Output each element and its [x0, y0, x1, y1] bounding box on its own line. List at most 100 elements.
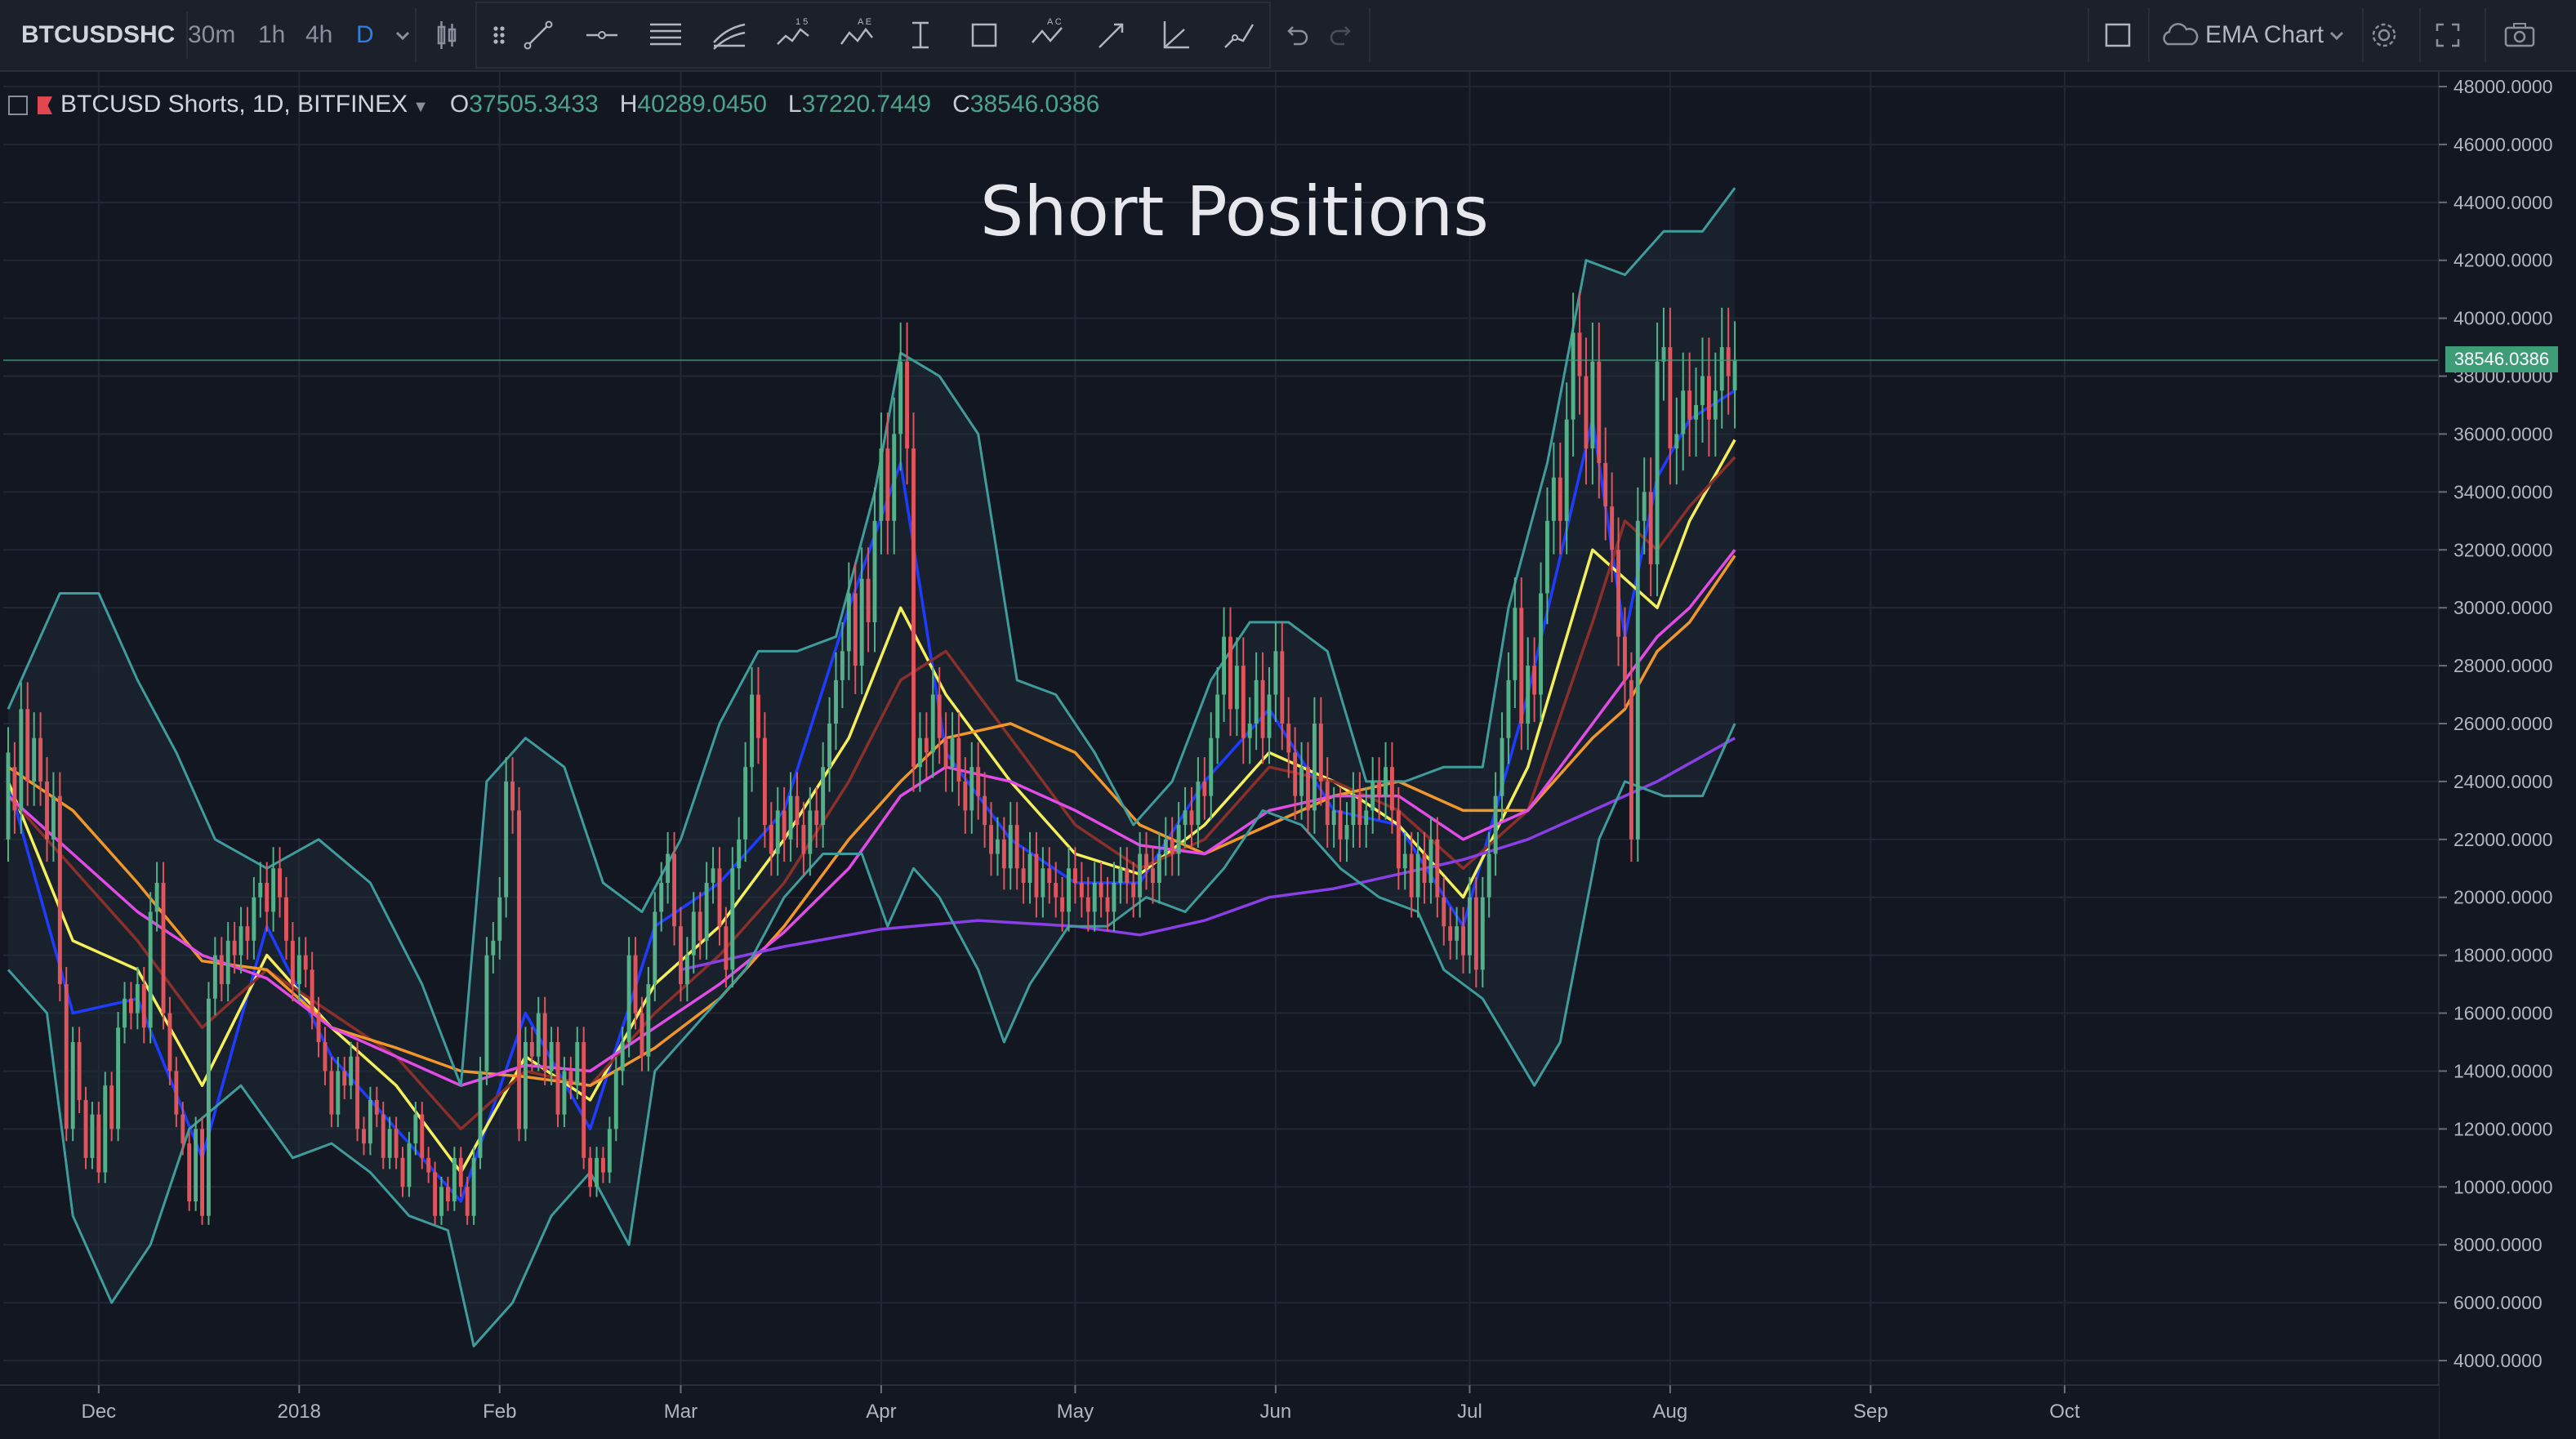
candle-body — [1668, 347, 1673, 449]
svg-text:1 5: 1 5 — [796, 17, 808, 27]
candle-body — [995, 839, 1000, 854]
save-layout-button[interactable]: EMA Chart — [2156, 13, 2324, 57]
candle-body — [1125, 868, 1130, 883]
flag-icon[interactable] — [38, 96, 52, 115]
parallel-channel-icon[interactable] — [707, 13, 751, 57]
y-tick-label: 10000.0000 — [2453, 1176, 2553, 1197]
y-tick-label: 46000.0000 — [2453, 134, 2553, 155]
fib-retracement-icon[interactable] — [644, 13, 688, 57]
settings-icon[interactable] — [2362, 13, 2406, 57]
indicator-lines — [7, 187, 1736, 1348]
candle-body — [756, 694, 760, 738]
price-chart[interactable]: 48000.0000 46000.0000 44000.0000 42000.0000… — [0, 72, 2576, 1439]
candle-body — [64, 984, 69, 1129]
candle-body — [808, 810, 813, 854]
candle-body — [1170, 839, 1174, 854]
candle-body — [1389, 767, 1394, 811]
drag-handle-icon[interactable] — [477, 13, 521, 57]
candle-body — [471, 1157, 476, 1216]
candle-body — [245, 926, 250, 941]
pattern-ae-icon[interactable]: A E — [835, 13, 879, 57]
expand-legend-icon[interactable] — [8, 96, 28, 116]
candle-body — [834, 679, 838, 724]
candle-body — [1629, 679, 1633, 840]
legend-symbol[interactable]: BTCUSD Shorts, 1D, BITFINEX — [60, 91, 408, 118]
price-axis: 48000.0000 46000.0000 44000.0000 42000.0000… — [2438, 72, 2576, 1439]
redo-icon[interactable] — [1320, 13, 1364, 57]
candle-body — [1377, 781, 1382, 796]
price-range-icon[interactable] — [898, 13, 943, 57]
candle-body — [523, 1042, 528, 1129]
chart-grid — [3, 72, 2439, 1385]
candle-body — [659, 883, 664, 912]
candle-body — [1513, 608, 1518, 680]
chevron-down-icon[interactable] — [381, 13, 425, 57]
candle-body — [704, 883, 709, 941]
candle-body — [937, 694, 942, 738]
candle-body — [180, 1114, 185, 1144]
candle-body — [1681, 390, 1686, 434]
candle-body — [782, 810, 787, 840]
candle-body — [368, 1099, 372, 1144]
candle-body — [821, 767, 826, 826]
ema-6-line — [680, 737, 1736, 972]
candle-body — [769, 825, 773, 854]
rectangle-icon[interactable] — [962, 13, 1006, 57]
candle-body — [1603, 462, 1608, 507]
candle-body — [1209, 737, 1214, 796]
symbol-search-button[interactable]: BTCUSDSHC — [10, 11, 189, 59]
interval-4h-button[interactable]: 4h — [305, 21, 333, 48]
candle-body — [1138, 853, 1143, 898]
candle-body — [1473, 897, 1478, 970]
candle-body — [905, 361, 910, 449]
layout-icon[interactable] — [2096, 13, 2140, 57]
undo-icon[interactable] — [1274, 13, 1318, 57]
candle-body — [600, 1157, 605, 1173]
path-icon[interactable] — [1217, 13, 1261, 57]
high-value: 40289.0450 — [637, 91, 767, 118]
fullscreen-icon[interactable] — [2426, 13, 2470, 57]
pattern-ac-icon[interactable]: A C — [1026, 13, 1070, 57]
candle-body — [801, 825, 806, 854]
candle-body — [452, 1157, 457, 1201]
candles-icon[interactable] — [425, 13, 469, 57]
candle-body — [116, 1027, 121, 1129]
candle-body — [989, 825, 993, 854]
y-tick-label: 20000.0000 — [2453, 887, 2553, 908]
candle-body — [1519, 608, 1524, 724]
candle-body — [1118, 868, 1123, 883]
arrow-icon[interactable] — [1090, 13, 1134, 57]
candle-body — [930, 694, 935, 753]
interval-30m-button[interactable]: 30m — [188, 21, 236, 48]
interval-d-button[interactable]: D — [356, 21, 374, 48]
chevron-down-icon[interactable] — [2315, 13, 2359, 57]
candle-body — [219, 955, 224, 985]
x-tick-label: 2018 — [278, 1401, 321, 1423]
candle-body — [413, 1114, 418, 1144]
candle-body — [238, 926, 243, 956]
angle-icon[interactable] — [1153, 13, 1197, 57]
candle-body — [284, 897, 288, 941]
pattern-15-icon[interactable]: 1 5 — [771, 13, 815, 57]
candle-body — [1422, 853, 1427, 883]
candle-body — [90, 1114, 95, 1158]
interval-1h-button[interactable]: 1h — [258, 21, 286, 48]
candle-body — [491, 940, 496, 956]
candle-body — [653, 911, 657, 985]
candle-body — [892, 434, 897, 521]
horizontal-line-icon[interactable] — [580, 13, 624, 57]
candle-body — [154, 883, 159, 912]
candle-body — [57, 795, 62, 985]
candle-body — [853, 593, 858, 666]
candle-body — [45, 781, 49, 840]
ema-5-line — [7, 549, 1736, 1087]
camera-icon[interactable] — [2498, 13, 2542, 57]
candle-body — [271, 868, 276, 912]
candle-body — [1713, 390, 1718, 420]
candle-body — [724, 926, 729, 970]
candle-body — [1014, 825, 1019, 869]
chevron-down-icon[interactable]: ▼ — [412, 98, 429, 116]
open-value: 37505.3433 — [469, 91, 599, 118]
trendline-icon[interactable] — [516, 13, 560, 57]
candle-body — [25, 709, 30, 782]
